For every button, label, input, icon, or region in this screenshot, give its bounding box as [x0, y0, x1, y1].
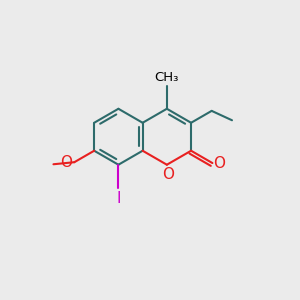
Text: O: O — [213, 155, 225, 170]
Text: O: O — [162, 167, 174, 182]
Text: I: I — [116, 190, 121, 206]
Text: O: O — [60, 155, 72, 170]
Text: CH₃: CH₃ — [155, 71, 179, 84]
